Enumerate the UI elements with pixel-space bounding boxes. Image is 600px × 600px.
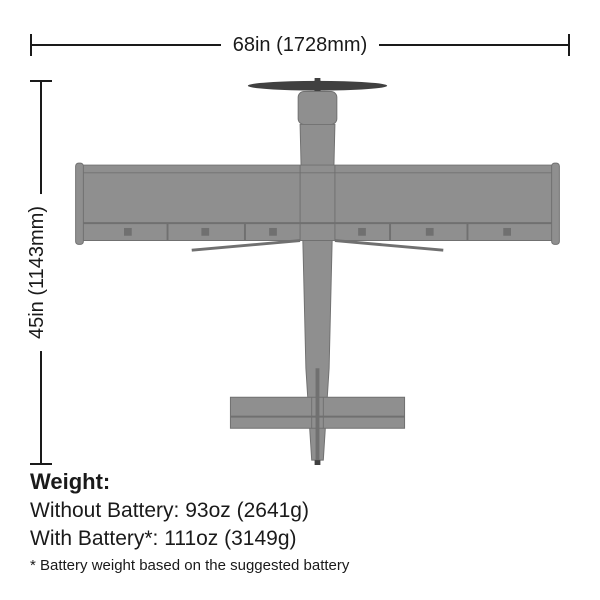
spec-diagram: 68in (1728mm) 45in (1143mm) — [0, 0, 600, 600]
length-dimension: 45in (1143mm) — [20, 80, 60, 465]
weight-without-row: Without Battery: 93oz (2641g) — [30, 497, 580, 525]
length-text: 45in (1143mm) — [26, 194, 49, 351]
wingspan-dimension: 68in (1728mm) — [30, 22, 570, 62]
weight-block: Weight: Without Battery: 93oz (2641g) Wi… — [30, 467, 580, 576]
wingspan-text: 68in (1728mm) — [221, 34, 380, 56]
wing-strut — [335, 241, 443, 251]
propeller-icon — [248, 78, 387, 92]
weight-title: Weight: — [30, 467, 580, 497]
weight-footnote: * Battery weight based on the suggested … — [30, 556, 580, 576]
wing-strut — [192, 241, 300, 251]
wingspan-label: 68in (1728mm) — [30, 34, 570, 57]
aircraft-silhouette — [65, 78, 570, 465]
vertical-fin — [316, 368, 320, 463]
weight-with-row: With Battery*: 111oz (3149g) — [30, 525, 580, 553]
length-label: 45in (1143mm) — [26, 80, 49, 465]
main-wing — [76, 163, 560, 244]
tailwheel — [315, 460, 321, 465]
